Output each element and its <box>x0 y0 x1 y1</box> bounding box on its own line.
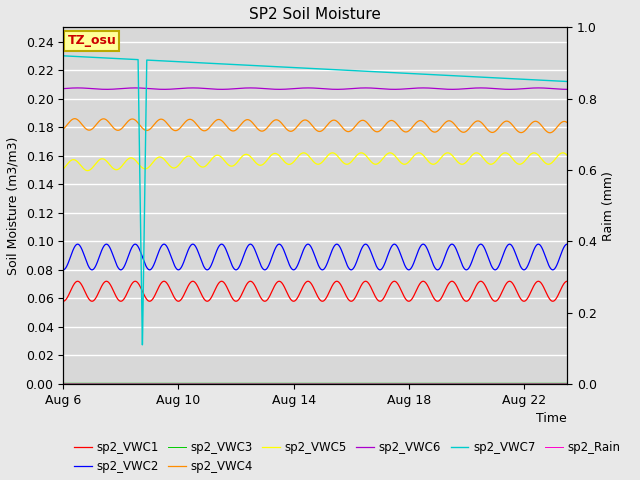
sp2_VWC6 <box>275 86 283 92</box>
sp2_VWC6 <box>299 85 307 91</box>
sp2_VWC3 <box>60 381 67 386</box>
sp2_Rain <box>426 381 433 387</box>
sp2_VWC6 <box>426 85 433 91</box>
sp2_VWC7 <box>563 79 571 84</box>
Line: sp2_VWC6: sp2_VWC6 <box>63 88 567 89</box>
sp2_VWC2 <box>548 266 556 272</box>
Legend: sp2_VWC1, sp2_VWC2, sp2_VWC3, sp2_VWC4, sp2_VWC5, sp2_VWC6, sp2_VWC7, sp2_Rain: sp2_VWC1, sp2_VWC2, sp2_VWC3, sp2_VWC4, … <box>69 436 625 478</box>
sp2_VWC3 <box>271 381 279 386</box>
sp2_VWC3 <box>548 381 556 386</box>
sp2_VWC3 <box>426 381 433 386</box>
sp2_VWC1 <box>426 286 433 292</box>
sp2_VWC1 <box>60 299 67 304</box>
sp2_VWC2 <box>523 265 531 271</box>
Line: sp2_VWC1: sp2_VWC1 <box>63 281 567 301</box>
sp2_VWC1 <box>523 297 531 302</box>
sp2_VWC6 <box>271 86 279 92</box>
Line: sp2_VWC5: sp2_VWC5 <box>63 153 567 170</box>
Y-axis label: Raim (mm): Raim (mm) <box>602 171 616 240</box>
sp2_VWC5 <box>60 166 67 172</box>
sp2_VWC4 <box>71 116 79 121</box>
sp2_VWC6 <box>548 85 556 91</box>
sp2_VWC2 <box>426 251 433 257</box>
sp2_Rain <box>548 381 556 387</box>
sp2_VWC5 <box>426 160 433 166</box>
sp2_VWC6 <box>74 85 81 91</box>
sp2_VWC1 <box>548 298 556 304</box>
sp2_Rain <box>275 381 283 387</box>
sp2_VWC7 <box>138 342 146 348</box>
sp2_VWC5 <box>275 153 283 158</box>
X-axis label: Time: Time <box>536 412 567 425</box>
sp2_VWC2 <box>275 241 283 247</box>
sp2_VWC4 <box>548 129 556 135</box>
sp2_VWC7 <box>271 64 279 70</box>
sp2_VWC1 <box>275 278 283 284</box>
sp2_VWC3 <box>299 381 307 386</box>
Line: sp2_VWC4: sp2_VWC4 <box>63 119 567 133</box>
sp2_Rain <box>563 381 571 387</box>
sp2_VWC1 <box>299 285 307 290</box>
sp2_VWC7 <box>426 72 433 77</box>
sp2_VWC4 <box>60 126 67 132</box>
sp2_VWC1 <box>563 278 571 284</box>
sp2_VWC5 <box>299 150 307 156</box>
sp2_VWC5 <box>548 160 556 166</box>
sp2_VWC7 <box>60 53 67 59</box>
sp2_VWC2 <box>271 246 279 252</box>
sp2_VWC6 <box>60 86 67 92</box>
sp2_VWC7 <box>523 76 531 82</box>
sp2_VWC1 <box>271 282 279 288</box>
sp2_Rain <box>523 381 531 387</box>
sp2_VWC6 <box>523 85 531 91</box>
Text: TZ_osu: TZ_osu <box>68 35 116 48</box>
sp2_VWC2 <box>563 241 571 247</box>
sp2_VWC5 <box>523 156 531 161</box>
sp2_Rain <box>271 381 279 387</box>
sp2_VWC4 <box>275 118 283 124</box>
sp2_VWC7 <box>548 78 556 84</box>
sp2_VWC5 <box>563 152 571 158</box>
Line: sp2_VWC2: sp2_VWC2 <box>63 244 567 270</box>
sp2_VWC4 <box>563 120 571 125</box>
sp2_VWC5 <box>300 150 307 156</box>
sp2_VWC4 <box>426 126 433 132</box>
sp2_VWC3 <box>563 381 571 386</box>
sp2_Rain <box>60 381 67 387</box>
sp2_VWC4 <box>299 118 307 123</box>
sp2_VWC2 <box>299 249 307 255</box>
sp2_Rain <box>299 381 307 387</box>
sp2_VWC7 <box>299 65 307 71</box>
Title: SP2 Soil Moisture: SP2 Soil Moisture <box>249 7 381 22</box>
Line: sp2_VWC7: sp2_VWC7 <box>63 56 567 345</box>
Y-axis label: Soil Moisture (m3/m3): Soil Moisture (m3/m3) <box>7 136 20 275</box>
sp2_VWC7 <box>275 64 283 70</box>
sp2_VWC4 <box>271 117 279 123</box>
sp2_VWC5 <box>84 168 92 173</box>
sp2_VWC5 <box>271 151 279 156</box>
sp2_VWC3 <box>275 381 283 386</box>
sp2_VWC4 <box>546 130 554 136</box>
sp2_VWC4 <box>523 126 531 132</box>
sp2_VWC6 <box>563 86 571 92</box>
sp2_VWC3 <box>523 381 531 386</box>
sp2_VWC2 <box>60 267 67 273</box>
